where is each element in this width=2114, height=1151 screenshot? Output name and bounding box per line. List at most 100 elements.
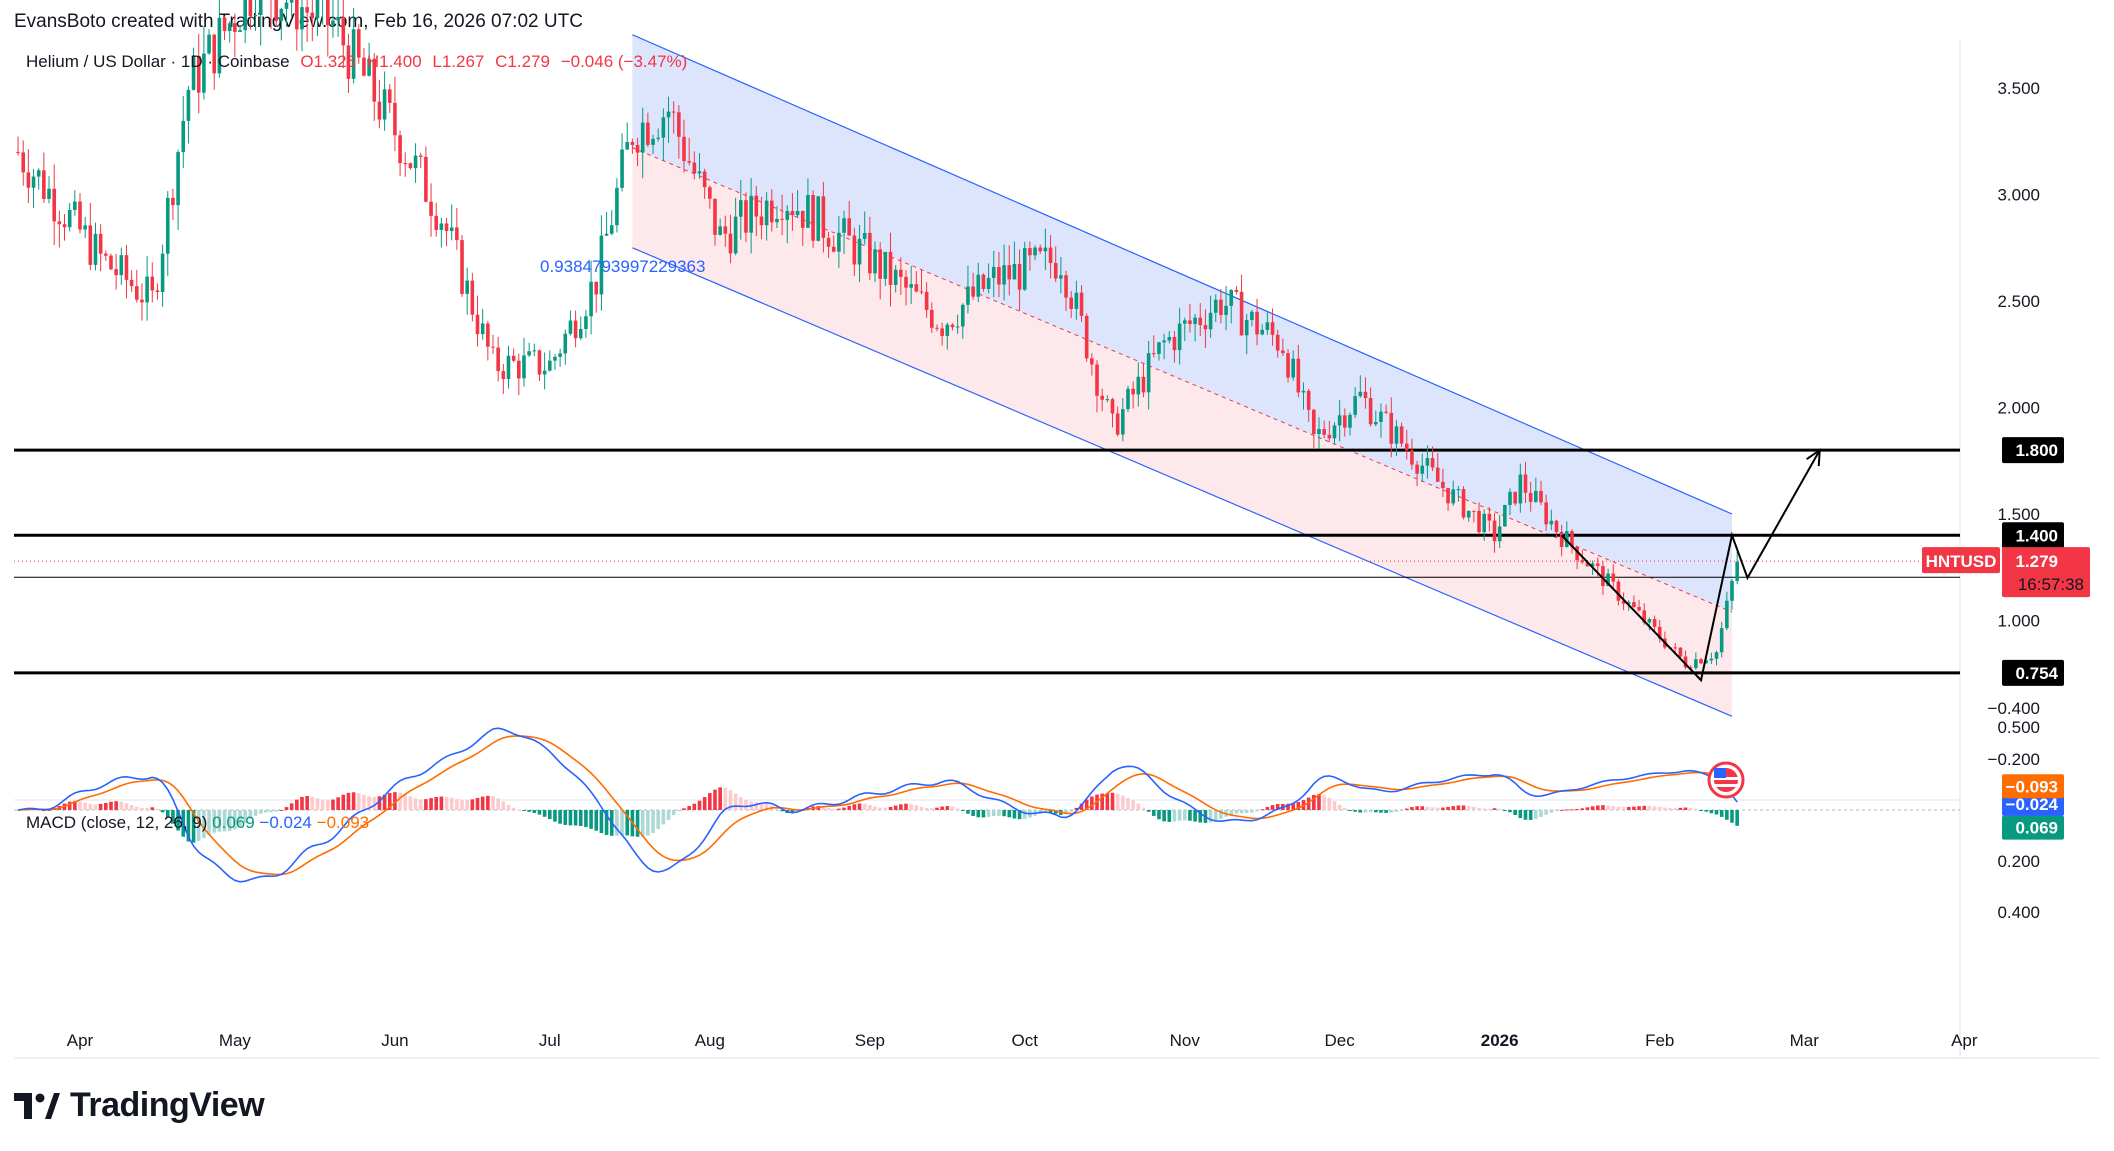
candle-body bbox=[1699, 659, 1703, 664]
macd-histogram-bar bbox=[862, 803, 867, 810]
macd-histogram-bar bbox=[1678, 807, 1683, 810]
macd-histogram-bar bbox=[1725, 810, 1729, 820]
candle-body bbox=[635, 144, 640, 153]
macd-line bbox=[17, 727, 1738, 883]
candle-body bbox=[687, 161, 691, 163]
macd-histogram-bar bbox=[104, 802, 108, 810]
candle-body bbox=[408, 163, 413, 169]
candle-body bbox=[1719, 628, 1724, 653]
candle-body bbox=[171, 197, 175, 206]
macd-histogram-bar bbox=[460, 800, 464, 810]
macd-histogram-bar bbox=[1528, 810, 1533, 820]
macd-histogram-bar bbox=[1255, 810, 1259, 812]
macd-histogram-bar bbox=[1017, 810, 1022, 820]
macd-histogram-bar bbox=[547, 810, 552, 820]
macd-histogram-bar bbox=[326, 800, 330, 810]
macd-histogram-bar bbox=[47, 809, 51, 811]
candle-body bbox=[749, 195, 753, 233]
candle-body bbox=[439, 223, 444, 230]
macd-histogram-bar bbox=[1632, 806, 1636, 810]
candle-body bbox=[1466, 510, 1471, 518]
macd-histogram-bar bbox=[1415, 806, 1419, 810]
candle-body bbox=[1590, 563, 1595, 567]
macd-histogram-bar bbox=[997, 810, 1001, 816]
candle-body bbox=[924, 291, 929, 310]
candle-body bbox=[1714, 652, 1719, 659]
macd-histogram-bar bbox=[1719, 810, 1724, 817]
low-value: L1.267 bbox=[432, 52, 485, 71]
parallel-channel bbox=[632, 34, 1733, 717]
macd-histogram-bar bbox=[315, 798, 320, 810]
candle-body bbox=[1389, 412, 1394, 444]
candle-body bbox=[1430, 458, 1435, 468]
candle-body bbox=[857, 238, 862, 265]
candle-body bbox=[997, 266, 1001, 285]
candle-body bbox=[723, 226, 728, 234]
macd-histogram-bar bbox=[1621, 807, 1626, 810]
candle-body bbox=[42, 170, 46, 199]
time-tick-label: Feb bbox=[1645, 1031, 1674, 1050]
macd-histogram-bar bbox=[878, 807, 882, 810]
macd-tick-label: 0.400 bbox=[1997, 903, 2040, 922]
candle-body bbox=[594, 281, 599, 295]
macd-histogram-bar bbox=[506, 804, 511, 810]
macd-histogram-bar bbox=[852, 804, 857, 810]
macd-histogram-bar bbox=[1595, 805, 1600, 810]
candle-body bbox=[243, 0, 247, 31]
macd-histogram-bar bbox=[1286, 803, 1290, 810]
candle-body bbox=[1291, 358, 1295, 378]
candle-body bbox=[1518, 474, 1523, 504]
macd-histogram-bar bbox=[1379, 810, 1383, 813]
candle-body bbox=[1281, 350, 1285, 354]
candle-body bbox=[697, 171, 702, 174]
candle-body bbox=[134, 286, 139, 300]
candle-body bbox=[811, 194, 815, 241]
candle-body bbox=[826, 237, 831, 247]
macd-histogram-bar bbox=[1363, 810, 1368, 813]
macd-histogram-bar bbox=[465, 800, 469, 810]
macd-histogram-bar bbox=[1275, 804, 1280, 810]
candle-body bbox=[821, 196, 826, 238]
macd-histogram-bar bbox=[826, 807, 831, 810]
candlestick-series bbox=[16, 0, 1739, 670]
macd-histogram-bar bbox=[491, 796, 495, 810]
macd-histogram-bar bbox=[1079, 803, 1084, 810]
brand-name: TradingView bbox=[70, 1086, 265, 1124]
macd-histogram-bar bbox=[413, 798, 418, 810]
macd-hist-value: 0.069 bbox=[212, 813, 255, 832]
candle-body bbox=[1198, 317, 1203, 326]
candle-body bbox=[455, 227, 459, 241]
candle-body bbox=[295, 0, 299, 30]
macd-histogram-bar bbox=[1575, 809, 1579, 811]
candle-body bbox=[1033, 247, 1037, 256]
macd-histogram-bar bbox=[501, 801, 506, 810]
macd-histogram-bar bbox=[940, 806, 944, 810]
current-price-text: 1.279 bbox=[2015, 552, 2058, 571]
candle-body bbox=[67, 210, 72, 228]
macd-histogram-bar bbox=[1291, 803, 1295, 810]
candle-body bbox=[1420, 465, 1425, 474]
us-flag-icon[interactable] bbox=[1707, 761, 1745, 799]
tradingview-logo[interactable]: TradingView bbox=[14, 1086, 265, 1125]
macd-histogram-bar bbox=[1410, 807, 1414, 810]
macd-histogram-bar bbox=[424, 799, 428, 810]
candle-body bbox=[976, 274, 981, 297]
candle-body bbox=[1017, 263, 1022, 290]
candle-body bbox=[945, 324, 950, 336]
macd-tick-label: 0.200 bbox=[1997, 852, 2040, 871]
candle-body bbox=[1472, 510, 1476, 512]
candle-body bbox=[615, 187, 619, 226]
macd-histogram-bar bbox=[615, 810, 619, 836]
candle-body bbox=[1611, 573, 1616, 582]
candle-body bbox=[1337, 415, 1342, 426]
candle-body bbox=[78, 201, 82, 230]
candle-body bbox=[279, 8, 284, 21]
candle-body bbox=[769, 200, 774, 223]
candle-body bbox=[981, 274, 986, 289]
candle-body bbox=[1503, 505, 1507, 527]
candle-body bbox=[620, 149, 624, 188]
macd-histogram-bar bbox=[1337, 804, 1342, 810]
candle-body bbox=[73, 201, 77, 211]
candle-body bbox=[553, 356, 557, 361]
